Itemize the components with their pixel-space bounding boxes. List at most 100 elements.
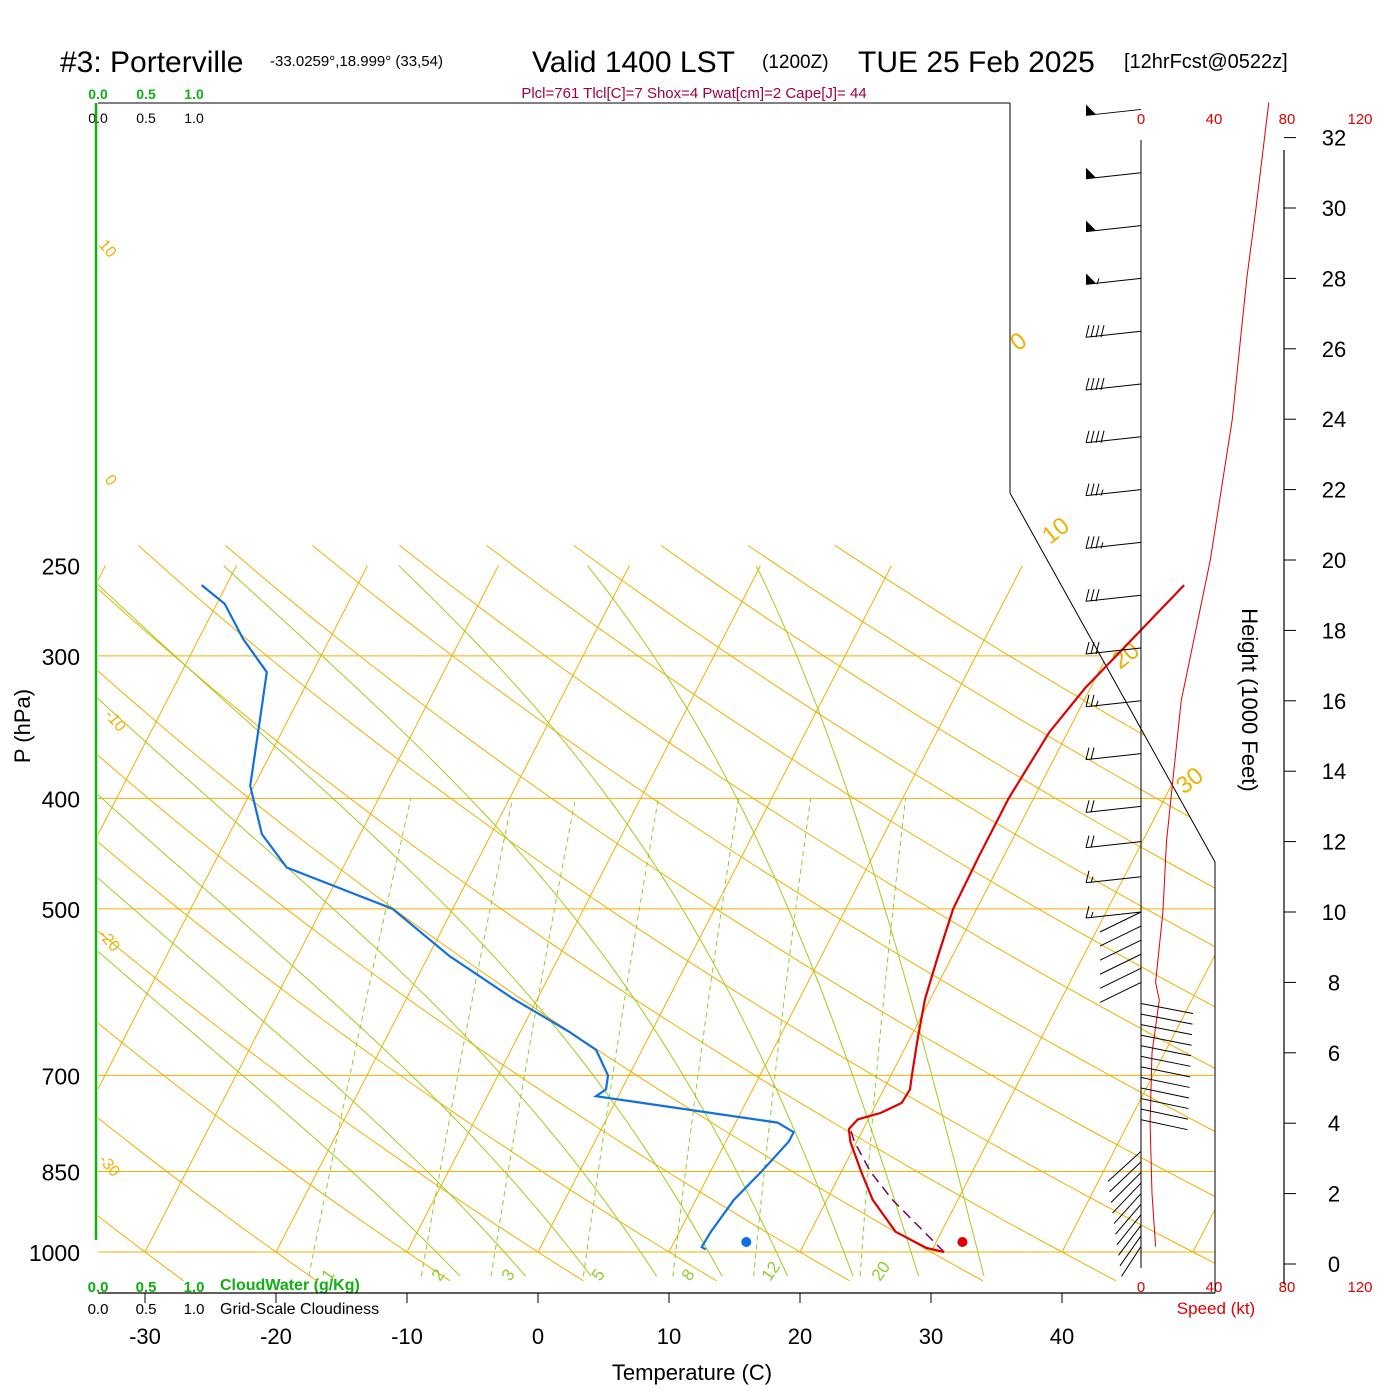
wind-barb bbox=[1085, 167, 1142, 180]
x-tick-label: -30 bbox=[129, 1324, 161, 1349]
height-tick-label: 6 bbox=[1328, 1041, 1340, 1066]
dry-adiabat-line bbox=[747, 544, 1215, 1282]
wind-barb bbox=[1140, 1066, 1191, 1078]
dry-adiabat-line bbox=[137, 545, 1215, 1282]
height-tick-label: 24 bbox=[1322, 407, 1346, 432]
mixing-ratio-line bbox=[859, 798, 907, 1277]
wind-barb bbox=[1140, 1119, 1188, 1131]
cloudwater-tick-top-1: 0.5 bbox=[136, 86, 156, 102]
temperature-trace bbox=[847, 584, 1185, 1254]
cloudwater-label: CloudWater (g/Kg) bbox=[220, 1277, 360, 1294]
speed-tick-top-3: 120 bbox=[1347, 111, 1372, 128]
wind-barb bbox=[1099, 967, 1142, 989]
height-tick-label: 26 bbox=[1322, 337, 1346, 362]
pressure-tick-label: 400 bbox=[42, 786, 80, 812]
speed-tick-bottom-1: 40 bbox=[1206, 1279, 1223, 1296]
cloudwater-tick-bottom-1: 0.5 bbox=[136, 1279, 157, 1296]
surface-dewpoint-dot bbox=[741, 1237, 752, 1247]
wind-barb bbox=[1085, 800, 1142, 813]
wind-barb bbox=[1119, 1235, 1142, 1267]
wind-barb bbox=[1140, 1108, 1189, 1120]
height-tick-label: 2 bbox=[1328, 1182, 1340, 1207]
cloudwater-tick-top-0: 0.0 bbox=[88, 86, 108, 102]
wind-barb bbox=[1116, 1214, 1142, 1246]
dry-adiabat-line bbox=[224, 545, 1215, 1282]
dry-adiabat-line bbox=[98, 545, 850, 1282]
mixing-ratio-line bbox=[308, 798, 412, 1277]
wind-barb bbox=[1140, 1034, 1192, 1046]
wind-barb bbox=[1085, 589, 1142, 602]
valid-date: TUE 25 Feb 2025 bbox=[858, 46, 1095, 79]
height-tick-label: 16 bbox=[1322, 689, 1346, 714]
wind-barb bbox=[1113, 1193, 1142, 1224]
x-tick-label: 10 bbox=[657, 1324, 681, 1349]
pressure-tick-label: 500 bbox=[42, 897, 80, 923]
moist-adiabat-line bbox=[98, 565, 658, 1277]
mixing-ratio-line bbox=[490, 798, 576, 1277]
wind-barb bbox=[1085, 747, 1142, 761]
valid-time: Valid 1400 LST bbox=[532, 46, 735, 79]
wind-barb bbox=[1118, 1224, 1142, 1256]
dry-adiabat-line bbox=[98, 545, 318, 1282]
moist-adiabat-line bbox=[98, 565, 461, 1277]
wind-barb bbox=[1085, 870, 1142, 884]
wind-barb bbox=[1140, 1076, 1190, 1088]
wind-barb bbox=[1085, 377, 1142, 391]
wind-barb bbox=[1085, 641, 1142, 655]
height-tick-label: 0 bbox=[1328, 1252, 1340, 1277]
mixing-ratio-line bbox=[420, 798, 514, 1277]
height-tick-label: 14 bbox=[1322, 759, 1346, 784]
wind-barb bbox=[1099, 925, 1142, 947]
speed-tick-bottom-3: 120 bbox=[1347, 1279, 1372, 1296]
speed-label: Speed (kt) bbox=[1177, 1299, 1255, 1318]
dry-adiabat-line bbox=[573, 544, 1215, 1282]
height-tick-label: 4 bbox=[1328, 1111, 1340, 1136]
valid-zulu: (1200Z) bbox=[762, 52, 829, 73]
cloudwater-tick-top-2: 1.0 bbox=[184, 86, 204, 102]
height-tick-label: 28 bbox=[1322, 266, 1346, 291]
cloudiness-tick-bottom-1: 0.5 bbox=[136, 1301, 157, 1318]
speed-tick-bottom-0: 0 bbox=[1137, 1279, 1145, 1296]
wind-barb bbox=[1140, 1013, 1193, 1025]
cloudiness-tick-top-1: 0.5 bbox=[136, 110, 156, 126]
station-title: #3: Porterville bbox=[60, 46, 243, 79]
wind-barb bbox=[1115, 1203, 1142, 1235]
moist-adiabat-line bbox=[223, 565, 789, 1277]
dry-adiabat-line bbox=[486, 545, 1215, 1282]
speed-tick-top-0: 0 bbox=[1137, 111, 1145, 128]
cloudwater-tick-bottom-2: 1.0 bbox=[184, 1279, 205, 1296]
height-tick-label: 18 bbox=[1322, 618, 1346, 643]
wind-barb bbox=[1140, 1024, 1193, 1036]
sounding-traces bbox=[200, 584, 1185, 1254]
dry-adiabat-line bbox=[312, 545, 1215, 1282]
wind-barb bbox=[1085, 430, 1142, 444]
cloudiness-label: Grid-Scale Cloudiness bbox=[220, 1301, 379, 1318]
height-tick-label: 32 bbox=[1322, 126, 1346, 151]
height-tick-label: 22 bbox=[1322, 478, 1346, 503]
height-tick-label: 10 bbox=[1322, 900, 1346, 925]
wind-barb bbox=[1140, 1087, 1190, 1099]
wind-barb bbox=[1085, 536, 1142, 549]
pressure-tick-label: 300 bbox=[42, 644, 80, 670]
surface-temperature-dot bbox=[957, 1237, 968, 1247]
x-axis-title: Temperature (C) bbox=[612, 1360, 772, 1385]
moist-adiabat-line bbox=[587, 565, 920, 1277]
moist-adiabat-line bbox=[98, 565, 723, 1277]
wind-speed-profile bbox=[1149, 102, 1270, 1247]
wind-barb bbox=[1085, 325, 1142, 338]
moist-adiabat-line bbox=[98, 565, 592, 1277]
forecast-info: [12hrFcst@0522z] bbox=[1124, 51, 1288, 73]
y-axis-title: P (hPa) bbox=[10, 689, 35, 763]
wind-barb bbox=[1085, 694, 1142, 708]
x-tick-label: 20 bbox=[788, 1324, 812, 1349]
wind-barb bbox=[1140, 1055, 1191, 1067]
pressure-tick-label: 1000 bbox=[29, 1240, 80, 1266]
wind-barb bbox=[1112, 1182, 1142, 1214]
wind-panel bbox=[1085, 102, 1270, 1277]
height-tick-label: 8 bbox=[1328, 970, 1340, 995]
wind-barb bbox=[1140, 1003, 1194, 1015]
parcel-trace bbox=[849, 1128, 945, 1253]
mixing-ratio-line bbox=[582, 798, 659, 1277]
